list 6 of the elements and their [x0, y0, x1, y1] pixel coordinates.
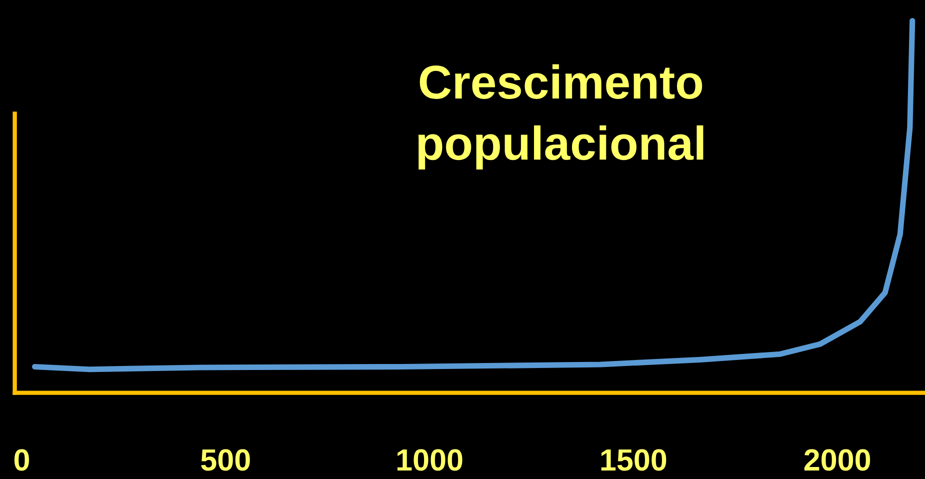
x-tick-label: 0 — [14, 449, 29, 471]
x-tick-label: 2000 — [804, 449, 870, 471]
x-tick-label: 1000 — [397, 449, 462, 471]
x-tick-label: 500 — [201, 449, 250, 471]
x-tick-label: 1500 — [601, 449, 666, 471]
text: Crescimento populacional — [418, 64, 704, 170]
